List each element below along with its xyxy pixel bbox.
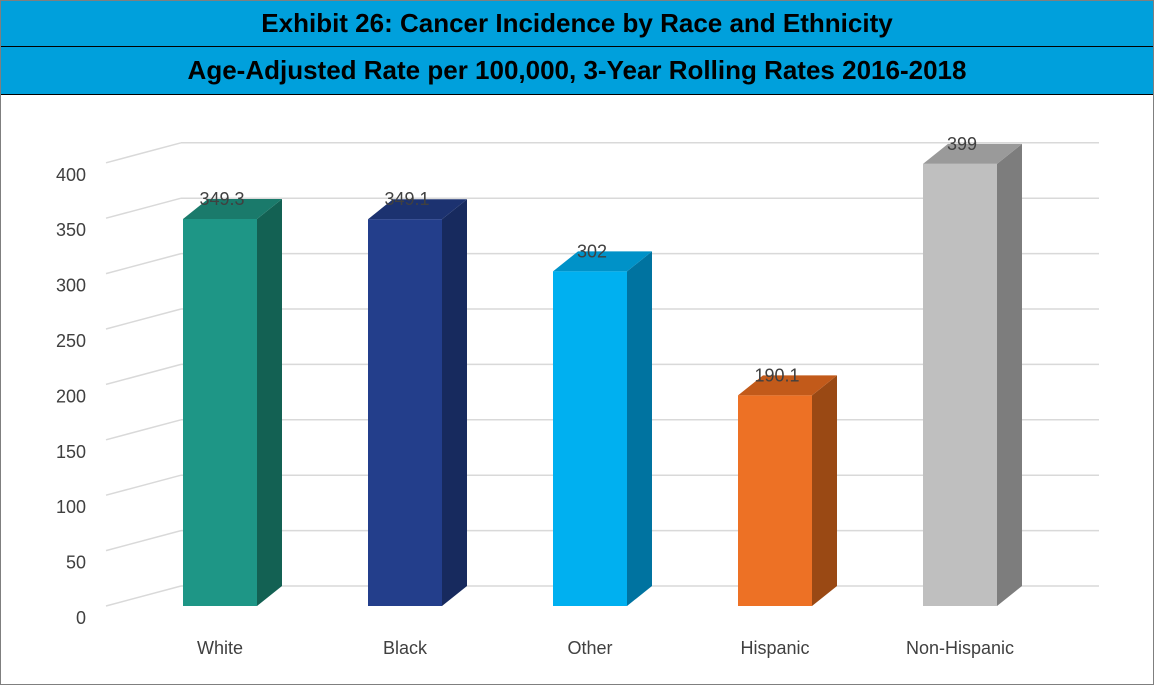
gridline-side <box>105 474 182 496</box>
bar-front <box>368 219 442 606</box>
bar <box>738 375 837 606</box>
data-label: 349.3 <box>199 189 244 209</box>
x-axis-labels: White Black Other Hispanic Non-Hispanic <box>197 638 1014 658</box>
bar-chart: 0 50 100 150 200 250 300 350 400 White Black Other… <box>56 134 1099 658</box>
data-label: 399 <box>947 134 977 154</box>
bars <box>183 143 1022 607</box>
bar-top <box>368 199 467 220</box>
bar <box>183 198 282 607</box>
x-category-label: Non-Hispanic <box>906 638 1014 658</box>
bar-front <box>183 218 257 607</box>
y-axis-labels: 0 50 100 150 200 250 300 350 400 <box>56 165 86 628</box>
gridline-side <box>105 308 182 330</box>
gridline-side <box>105 529 182 552</box>
y-tick-label: 0 <box>76 608 86 628</box>
bar-top <box>923 143 1022 164</box>
y-tick-label: 300 <box>56 276 86 296</box>
bar <box>923 143 1022 606</box>
y-tick-label: 400 <box>56 165 86 185</box>
bar-side <box>442 199 467 606</box>
bar-side <box>997 143 1022 606</box>
y-tick-label: 50 <box>66 553 86 573</box>
data-label: 190.1 <box>754 365 799 385</box>
bar-front <box>923 163 997 606</box>
data-labels: 349.3 349.1 302 190.1 399 <box>199 134 977 385</box>
bar <box>553 251 652 606</box>
bar-side <box>627 251 652 606</box>
y-tick-label: 150 <box>56 442 86 462</box>
x-category-label: Black <box>383 638 428 658</box>
gridline-side <box>105 585 182 607</box>
gridline-side <box>105 197 182 219</box>
y-tick-label: 200 <box>56 386 86 406</box>
chart-title: Exhibit 26: Cancer Incidence by Race and… <box>1 1 1153 47</box>
bar-front <box>553 271 627 606</box>
gridline-side <box>105 419 182 441</box>
x-category-label: Other <box>567 638 612 658</box>
x-category-label: Hispanic <box>740 638 809 658</box>
x-category-label: White <box>197 638 243 658</box>
y-tick-label: 100 <box>56 497 86 517</box>
bar-side <box>812 375 837 606</box>
chart-subtitle: Age-Adjusted Rate per 100,000, 3-Year Ro… <box>1 47 1153 95</box>
bar-top <box>553 251 652 272</box>
gridline-side <box>105 142 182 164</box>
bar <box>368 199 467 606</box>
bar-side <box>257 198 282 607</box>
y-tick-label: 350 <box>56 220 86 240</box>
bar-top <box>183 198 282 219</box>
gridline-side <box>105 252 182 275</box>
bar-front <box>738 395 812 606</box>
bar-top <box>738 375 837 396</box>
data-label: 349.1 <box>384 189 429 209</box>
y-tick-label: 250 <box>56 331 86 351</box>
data-label: 302 <box>577 241 607 261</box>
gridline-side <box>105 363 182 386</box>
